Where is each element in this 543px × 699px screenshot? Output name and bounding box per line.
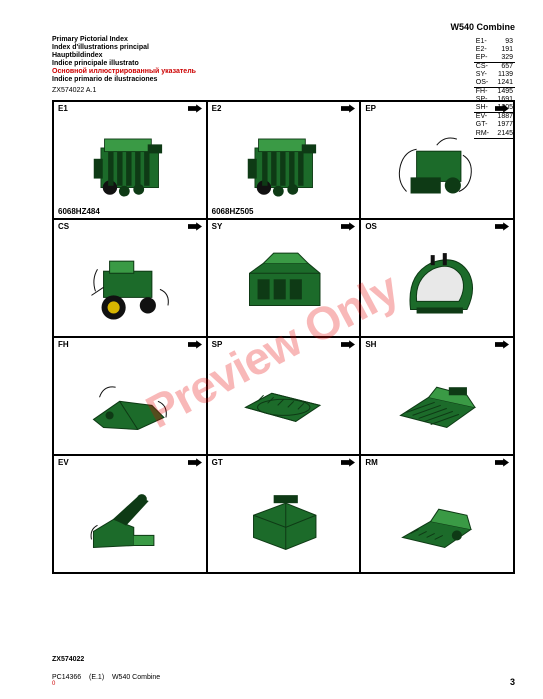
cell-code: GT xyxy=(212,458,223,467)
ref-code: OS- xyxy=(474,79,491,88)
header-model: W540 Combine xyxy=(450,22,515,32)
cell-code: SY xyxy=(212,222,223,231)
ref-page: 1495 xyxy=(491,88,515,97)
grid-cell[interactable]: EV xyxy=(53,455,207,573)
index-title: Indice primario de ilustraciones xyxy=(52,76,515,84)
index-title: Hauptbildindex xyxy=(52,52,515,60)
cell-caption: 6068HZ484 xyxy=(54,207,206,218)
figure-ref-bottom: ZX574022 xyxy=(52,656,84,663)
grid-cell[interactable]: EP xyxy=(360,101,514,219)
goto-arrow-icon xyxy=(495,222,509,231)
ref-page: 329 xyxy=(491,54,515,63)
part-illustration xyxy=(370,239,503,330)
index-title: Основной иллюстрированный указатель xyxy=(52,68,515,76)
cell-code: SH xyxy=(365,340,376,349)
footer-page-number: 3 xyxy=(510,677,515,687)
part-illustration xyxy=(370,357,503,448)
footer-model: W540 Combine xyxy=(112,674,160,681)
grid-cell[interactable]: RM xyxy=(360,455,514,573)
ref-code: FH- xyxy=(474,88,491,97)
goto-arrow-icon xyxy=(495,458,509,467)
cell-code: CS xyxy=(58,222,69,231)
ref-code: E1- xyxy=(474,38,491,46)
cell-code: OS xyxy=(365,222,377,231)
index-title: Primary Pictorial Index xyxy=(52,36,515,44)
ref-code: CS- xyxy=(474,63,491,72)
grid-cell[interactable]: SP xyxy=(207,337,361,455)
grid-cell[interactable]: E1 6068HZ484 xyxy=(53,101,207,219)
part-illustration xyxy=(217,239,350,330)
ref-code: E2- xyxy=(474,46,491,54)
ref-page: 1139 xyxy=(491,71,515,79)
goto-arrow-icon xyxy=(341,222,355,231)
cell-caption: 6068HZ505 xyxy=(208,207,360,218)
footer-rev: 0 xyxy=(52,681,160,687)
cell-code: E1 xyxy=(58,104,68,113)
ref-code: EP- xyxy=(474,54,491,63)
cell-code: RM xyxy=(365,458,377,467)
grid-cell[interactable]: GT xyxy=(207,455,361,573)
cell-code: EV xyxy=(58,458,69,467)
cell-code: SP xyxy=(212,340,223,349)
cell-code: FH xyxy=(58,340,69,349)
grid-cell[interactable]: E2 6068HZ505 xyxy=(207,101,361,219)
part-illustration xyxy=(63,357,196,448)
ref-code: SY- xyxy=(474,71,491,79)
ref-page: 1241 xyxy=(491,79,515,88)
part-illustration xyxy=(217,357,350,448)
goto-arrow-icon xyxy=(188,222,202,231)
footer: PC14366 (E.1) W540 Combine 0 3 xyxy=(52,674,515,687)
goto-arrow-icon xyxy=(341,340,355,349)
title-block: Primary Pictorial IndexIndex d'illustrat… xyxy=(52,36,515,84)
goto-arrow-icon xyxy=(341,458,355,467)
ref-page: 93 xyxy=(491,38,515,46)
grid-cell[interactable]: FH xyxy=(53,337,207,455)
index-title: Index d'illustrations principal xyxy=(52,44,515,52)
pictorial-grid: E1 6068HZ484 E2 xyxy=(52,100,515,574)
footer-doc-id: PC14366 xyxy=(52,674,81,681)
index-title: Indice principale illustrato xyxy=(52,60,515,68)
grid-cell[interactable]: SH xyxy=(360,337,514,455)
cell-code: EP xyxy=(365,104,376,113)
goto-arrow-icon xyxy=(341,104,355,113)
part-illustration xyxy=(370,121,503,212)
grid-cell[interactable]: SY xyxy=(207,219,361,337)
part-illustration xyxy=(63,121,196,202)
figure-ref-top: ZX574022 A.1 xyxy=(52,87,515,94)
part-illustration xyxy=(63,475,196,566)
goto-arrow-icon xyxy=(495,340,509,349)
grid-cell[interactable]: CS xyxy=(53,219,207,337)
cell-code: E2 xyxy=(212,104,222,113)
goto-arrow-icon xyxy=(188,104,202,113)
part-illustration xyxy=(370,475,503,566)
footer-section: (E.1) xyxy=(89,674,104,681)
grid-cell[interactable]: OS xyxy=(360,219,514,337)
page: W540 Combine E1-93E2-191EP-329CS-657SY-1… xyxy=(0,0,543,699)
part-illustration xyxy=(217,475,350,566)
part-illustration xyxy=(217,121,350,202)
ref-page: 191 xyxy=(491,46,515,54)
goto-arrow-icon xyxy=(188,458,202,467)
goto-arrow-icon xyxy=(188,340,202,349)
ref-page: 657 xyxy=(491,63,515,72)
goto-arrow-icon xyxy=(495,104,509,113)
part-illustration xyxy=(63,239,196,330)
